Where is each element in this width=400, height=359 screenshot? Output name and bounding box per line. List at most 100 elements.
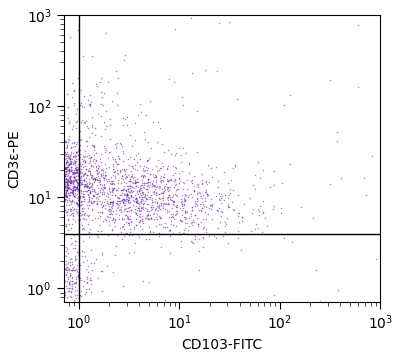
Point <box>61 177 68 182</box>
Point <box>67 225 74 231</box>
Point <box>88 172 94 178</box>
Point <box>270 203 277 209</box>
Point <box>139 216 145 222</box>
Point <box>61 228 67 233</box>
Point <box>72 280 78 285</box>
Point <box>121 212 128 218</box>
Point <box>94 162 101 168</box>
Point <box>124 192 130 198</box>
Point <box>71 174 77 180</box>
Point <box>164 184 170 190</box>
Point <box>66 170 72 176</box>
Point <box>139 205 145 211</box>
Point <box>66 278 73 284</box>
Point <box>161 188 167 194</box>
Point <box>68 210 75 216</box>
Point <box>83 183 89 189</box>
Point <box>60 267 66 272</box>
Point <box>95 175 102 181</box>
Point <box>58 244 65 250</box>
Point <box>59 162 65 168</box>
Point <box>59 200 66 206</box>
Point <box>98 75 104 81</box>
Point <box>146 184 152 190</box>
Point <box>67 156 74 162</box>
Point <box>71 169 78 175</box>
Point <box>126 204 132 210</box>
Point <box>74 173 81 179</box>
Point <box>73 276 79 282</box>
Point <box>109 189 116 195</box>
Point <box>161 174 167 180</box>
Point <box>99 94 106 100</box>
Point <box>69 187 75 193</box>
Point <box>96 177 102 183</box>
Point <box>247 195 254 201</box>
Point <box>199 225 206 231</box>
Point <box>123 187 129 193</box>
Point <box>153 173 159 179</box>
Point <box>110 156 116 162</box>
Point <box>128 187 134 193</box>
Point <box>136 209 142 214</box>
Point <box>56 180 62 186</box>
Point <box>112 211 119 216</box>
Point <box>107 136 114 142</box>
Point <box>70 185 76 191</box>
Point <box>215 225 221 231</box>
Point <box>218 208 224 214</box>
Point <box>56 153 62 158</box>
Point <box>64 157 70 163</box>
Point <box>188 191 194 197</box>
Point <box>99 268 106 274</box>
Point <box>70 169 76 175</box>
Point <box>84 123 90 129</box>
Point <box>78 288 85 294</box>
Point <box>72 292 78 298</box>
Point <box>74 180 80 186</box>
Point <box>132 210 139 216</box>
Point <box>103 193 109 199</box>
Point <box>142 164 149 170</box>
Point <box>139 226 145 232</box>
Point <box>184 177 191 183</box>
Point <box>62 183 68 189</box>
Point <box>67 159 74 165</box>
Point <box>213 164 219 170</box>
Point <box>238 247 244 253</box>
Point <box>70 212 76 218</box>
Point <box>67 256 73 262</box>
Point <box>79 206 85 211</box>
Point <box>128 173 134 179</box>
Point <box>187 15 194 20</box>
Point <box>62 176 68 182</box>
Point <box>56 286 62 292</box>
Point <box>108 207 114 213</box>
Point <box>66 202 73 208</box>
Point <box>134 198 140 204</box>
Point <box>69 94 76 100</box>
Point <box>164 163 171 169</box>
Point <box>63 164 70 169</box>
Point <box>104 194 111 200</box>
Point <box>102 205 108 210</box>
Point <box>71 140 78 146</box>
Point <box>110 161 116 167</box>
Point <box>95 185 102 190</box>
Point <box>109 205 115 210</box>
Point <box>174 208 180 214</box>
Point <box>62 184 69 190</box>
Point <box>158 179 164 185</box>
Point <box>123 173 130 178</box>
Point <box>82 172 89 177</box>
Point <box>65 185 72 191</box>
Point <box>67 198 74 204</box>
Point <box>140 174 146 180</box>
Point <box>58 151 65 157</box>
Point <box>73 167 79 172</box>
Point <box>92 256 99 262</box>
Point <box>160 195 166 201</box>
Point <box>69 126 75 132</box>
Point <box>203 216 210 222</box>
Point <box>74 169 80 175</box>
